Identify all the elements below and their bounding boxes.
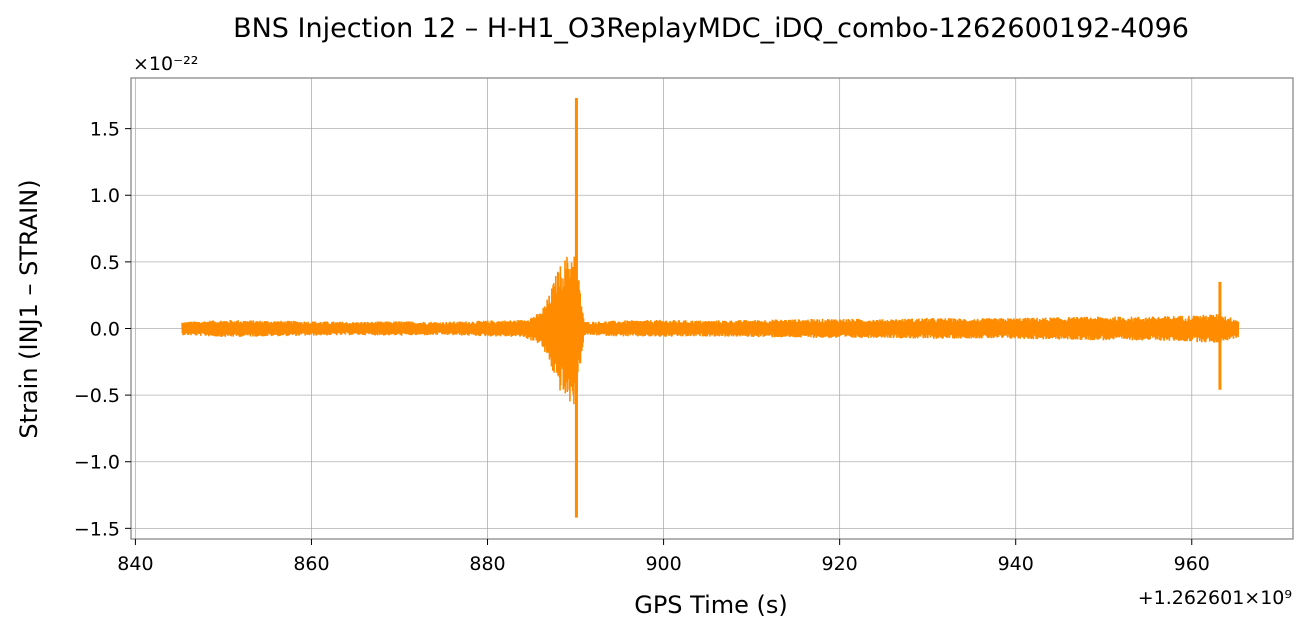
y-tick-label: −1.5 <box>74 518 120 540</box>
y-tick-label: −1.0 <box>74 452 120 474</box>
x-tick-label: 960 <box>1174 553 1210 575</box>
plot-area <box>181 97 1240 518</box>
grid-lines <box>131 78 1293 539</box>
y-tick-label: 0.0 <box>90 318 120 340</box>
y-axis: −1.5 −1.0 −0.5 0.0 0.5 1.0 1.5 <box>74 119 131 540</box>
x-tick-label: 920 <box>822 553 858 575</box>
x-tick-label: 840 <box>117 553 153 575</box>
x-tick-label: 880 <box>469 553 505 575</box>
y-tick-label: 0.5 <box>90 252 120 274</box>
y-axis-label: Strain (INJ1 – STRAIN) <box>15 179 43 438</box>
plot-frame <box>130 77 1294 540</box>
x-tick-label: 900 <box>645 553 681 575</box>
y-tick-label: 1.5 <box>90 119 120 141</box>
chart-title: BNS Injection 12 – H-H1_O3ReplayMDC_iDQ_… <box>233 13 1189 44</box>
x-axis-label: GPS Time (s) <box>634 591 788 619</box>
y-tick-label: −0.5 <box>74 385 120 407</box>
y-tick-label: 1.0 <box>90 185 120 207</box>
x-axis: 840 860 880 900 920 940 960 <box>117 539 1210 575</box>
strain-series-line <box>181 256 1240 405</box>
y-scale-label: ×10⁻²² <box>133 53 198 75</box>
x-tick-label: 940 <box>998 553 1034 575</box>
x-tick-label: 860 <box>293 553 329 575</box>
x-offset-label: +1.262601×10⁹ <box>1138 587 1292 609</box>
